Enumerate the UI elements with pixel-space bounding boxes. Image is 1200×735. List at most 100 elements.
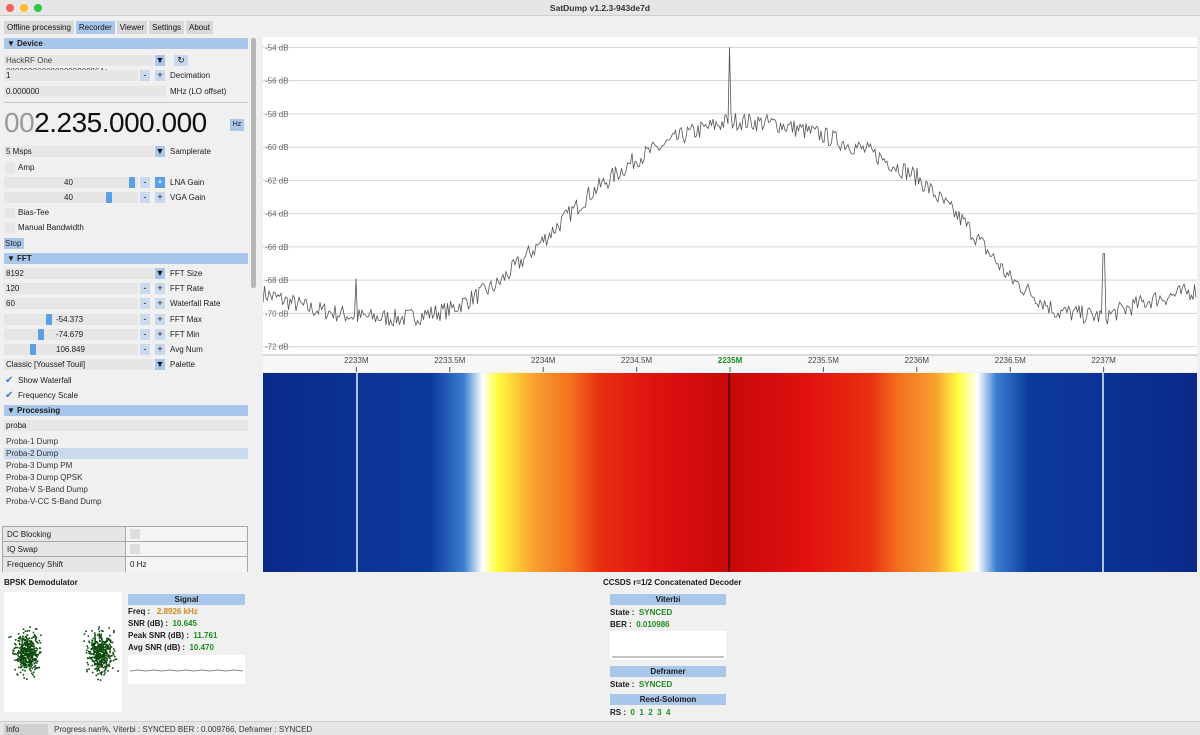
decimation-field[interactable]: 1	[4, 70, 138, 81]
pipeline-list-item-selected[interactable]: Proba-2 Dump	[4, 448, 248, 459]
frequency-scale-checkbox[interactable]: ✔	[5, 390, 14, 401]
frequency-display[interactable]: 002.235.000.000	[4, 107, 207, 138]
vga-gain-slider-handle[interactable]	[106, 192, 112, 203]
manual-bandwidth-checkbox[interactable]	[5, 223, 15, 233]
vga-gain-slider[interactable]: 40	[4, 192, 138, 203]
fft-min-slider[interactable]: -74.679	[4, 329, 138, 340]
refresh-icon[interactable]: ↻	[174, 55, 188, 66]
fft-spectrum-plot[interactable]: -54 dB -56 dB -58 dB -60 dB -62 dB -64 dB -66 …	[262, 37, 1197, 372]
fft-max-slider-handle[interactable]	[46, 314, 52, 325]
frequency-shift-field[interactable]: 0 Hz	[125, 557, 247, 572]
constellation-point	[90, 648, 93, 651]
sidebar-scrollbar[interactable]	[251, 38, 256, 288]
palette-select[interactable]: Classic [Youssef Touil]	[4, 359, 154, 370]
pipeline-list-item[interactable]: Proba-3 Dump PM	[6, 461, 73, 470]
device-section-header[interactable]: ▼ Device	[4, 38, 248, 49]
dc-blocking-toggle[interactable]	[130, 529, 140, 539]
constellation-point	[97, 673, 99, 675]
tab-offline-processing[interactable]: Offline processing	[4, 21, 74, 34]
bias-tee-checkbox[interactable]	[5, 208, 15, 218]
dc-blocking-checkbox[interactable]	[125, 527, 247, 541]
minimize-window-button[interactable]	[20, 3, 28, 12]
x-tick-label: 2237M	[1091, 356, 1116, 365]
waterfall-rate-plus-button[interactable]: +	[155, 298, 165, 309]
lna-gain-minus-button[interactable]: -	[140, 177, 150, 188]
constellation-point	[108, 627, 110, 629]
constellation-point	[96, 670, 98, 672]
fft-size-dropdown-arrow-icon[interactable]: ▼	[155, 268, 165, 279]
fft-min-plus-button[interactable]: +	[155, 329, 165, 340]
waterfall-rate-field[interactable]: 60	[4, 298, 138, 309]
palette-dropdown-arrow-icon[interactable]: ▼	[155, 359, 165, 370]
constellation-point	[17, 654, 19, 657]
fft-max-slider[interactable]: -54.373	[4, 314, 138, 325]
lo-offset-field[interactable]: 0.000000	[4, 86, 166, 97]
constellation-point	[31, 656, 34, 658]
avg-num-minus-button[interactable]: -	[140, 344, 150, 355]
constellation-point	[34, 628, 37, 630]
lna-gain-plus-button[interactable]: +	[155, 177, 165, 188]
samplerate-dropdown-arrow-icon[interactable]: ▼	[155, 146, 165, 157]
fft-rate-plus-button[interactable]: +	[155, 283, 165, 294]
avg-num-slider-handle[interactable]	[30, 344, 36, 355]
fft-section-header[interactable]: ▼ FFT	[4, 253, 248, 264]
pipeline-list-item[interactable]: Proba-1 Dump	[6, 437, 59, 446]
spectrum-svg: -54 dB -56 dB -58 dB -60 dB -62 dB -64 dB -66 …	[262, 43, 1197, 372]
constellation-point	[111, 641, 114, 644]
waterfall-display[interactable]	[263, 373, 1197, 572]
tab-settings[interactable]: Settings	[149, 21, 185, 34]
constellation-point	[12, 652, 14, 654]
constellation-point	[95, 663, 98, 665]
constellation-point	[34, 665, 37, 667]
avg-num-slider[interactable]: 106.849	[4, 344, 138, 355]
decimation-plus-button[interactable]: +	[155, 70, 165, 81]
pipeline-list-item[interactable]: Proba-V-CC S-Band Dump	[6, 497, 102, 506]
fft-rate-minus-button[interactable]: -	[140, 283, 150, 294]
constellation-point	[95, 641, 97, 643]
constellation-point	[108, 655, 111, 657]
pipeline-search-input[interactable]: proba	[4, 420, 248, 431]
constellation-point	[30, 670, 32, 672]
tab-recorder[interactable]: Recorder	[75, 21, 115, 34]
zoom-window-button[interactable]	[34, 3, 42, 12]
stop-button[interactable]: Stop	[4, 238, 24, 249]
close-window-button[interactable]	[6, 3, 14, 12]
waterfall-rate-minus-button[interactable]: -	[140, 298, 150, 309]
constellation-point	[98, 662, 101, 665]
viterbi-state-stat: State : SYNCED	[610, 608, 673, 617]
vga-gain-plus-button[interactable]: +	[155, 192, 165, 203]
iq-swap-checkbox[interactable]	[125, 542, 247, 556]
constellation-point	[100, 634, 102, 636]
lna-gain-slider-handle[interactable]	[129, 177, 135, 188]
decimation-minus-button[interactable]: -	[140, 70, 150, 81]
constellation-point	[95, 658, 97, 660]
fft-size-select[interactable]: 8192	[4, 268, 154, 279]
sdr-select[interactable]: HackRF One 0000000000000000909864c	[4, 55, 154, 76]
fft-max-plus-button[interactable]: +	[155, 314, 165, 325]
constellation-point	[108, 638, 110, 641]
lna-gain-slider[interactable]: 40	[4, 177, 138, 188]
processing-section-header[interactable]: ▼ Processing	[4, 405, 248, 416]
constellation-point	[26, 655, 28, 657]
show-waterfall-checkbox[interactable]: ✔	[5, 375, 14, 386]
samplerate-select[interactable]: 5 Msps	[4, 146, 154, 157]
constellation-point	[35, 655, 38, 657]
amp-checkbox[interactable]	[5, 163, 15, 173]
fft-min-slider-handle[interactable]	[38, 329, 44, 340]
constellation-point	[110, 646, 113, 648]
sdr-dropdown-arrow-icon[interactable]: ▼	[155, 55, 165, 66]
avg-num-plus-button[interactable]: +	[155, 344, 165, 355]
constellation-point	[97, 643, 100, 646]
fft-min-minus-button[interactable]: -	[140, 329, 150, 340]
iq-swap-toggle[interactable]	[130, 544, 140, 554]
fft-max-minus-button[interactable]: -	[140, 314, 150, 325]
pipeline-list-item[interactable]: Proba-3 Dump QPSK	[6, 473, 83, 482]
tab-about[interactable]: About	[186, 21, 213, 34]
fft-rate-field[interactable]: 120	[4, 283, 138, 294]
vga-gain-minus-button[interactable]: -	[140, 192, 150, 203]
constellation-point	[21, 637, 24, 640]
tab-viewer[interactable]: Viewer	[116, 21, 148, 34]
pipeline-list-item[interactable]: Proba-V S-Band Dump	[6, 485, 88, 494]
frequency-unit-button[interactable]: Hz	[230, 119, 244, 131]
waterfall-svg	[263, 373, 1197, 572]
